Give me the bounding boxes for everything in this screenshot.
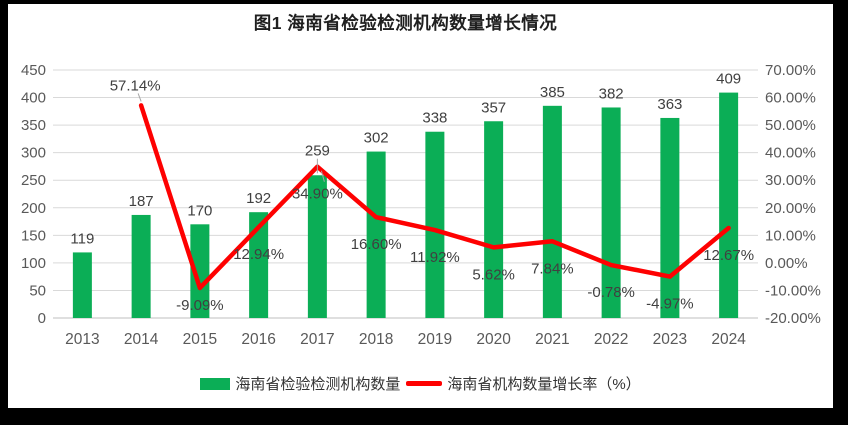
growth-rate-line [138, 103, 731, 291]
chart-legend: 海南省检验检测机构数量 海南省机构数量增长率（%） [8, 373, 833, 394]
rate-label: 7.84% [531, 260, 574, 277]
x-axis-label: 2016 [241, 331, 275, 348]
rate-label: 34.90% [292, 186, 343, 203]
left-axis-tick: 100 [21, 255, 46, 272]
bar-2024 [719, 92, 739, 319]
rate-label: 11.92% [410, 249, 460, 266]
rate-label: -4.97% [646, 296, 694, 313]
rate-label: 12.94% [233, 246, 284, 263]
right-axis-tick: 10.00% [765, 227, 816, 244]
x-axis-label: 2019 [418, 331, 452, 348]
right-axis-tick: -20.00% [765, 310, 821, 327]
right-axis-tick: -10.00% [765, 282, 821, 299]
left-axis-tick: 450 [21, 62, 46, 79]
left-axis-tick: 250 [21, 172, 46, 189]
left-axis-tick: 350 [21, 117, 46, 134]
line-series-label: 海南省机构数量增长率（%） [447, 376, 641, 393]
bar-value-label: 357 [481, 99, 506, 116]
x-axis-label: 2020 [476, 331, 511, 348]
bar-value-label: 187 [129, 193, 154, 210]
bar-value-label: 259 [305, 143, 330, 160]
bar-value-label: 119 [70, 230, 94, 247]
label-leader-line [320, 170, 325, 182]
bar-2018 [366, 151, 386, 318]
bar-2020 [484, 121, 504, 319]
bar-value-label: 338 [422, 110, 447, 127]
bar-value-label: 385 [540, 84, 565, 101]
x-axis-label: 2013 [65, 331, 99, 348]
bar-value-label: 382 [599, 85, 624, 102]
x-axis-label: 2018 [359, 331, 393, 348]
left-axis-tick: 400 [21, 90, 46, 107]
x-axis-label: 2015 [183, 331, 217, 348]
x-axis-label: 2014 [124, 331, 159, 348]
chart-panel: 图1 海南省检验检测机构数量增长情况 450 70.00% 400 60.00% 350… [8, 4, 833, 408]
bar-value-label: 302 [364, 130, 389, 147]
bar-value-label: 170 [187, 202, 212, 219]
left-axis-tick: 300 [21, 145, 46, 162]
rate-label: 12.67% [703, 247, 754, 264]
x-axis-label: 2024 [711, 331, 746, 348]
chart-title: 图1 海南省检验检测机构数量增长情况 [253, 13, 558, 33]
bar-2017 [307, 175, 327, 318]
right-axis-tick: 70.00% [765, 62, 816, 79]
bar-2015 [190, 224, 210, 318]
left-axis-tick: 200 [21, 200, 46, 217]
combo-chart: 450 70.00% 400 60.00% 350 50.00% 300 40.00% 250 3… [21, 62, 821, 348]
bar-2023 [660, 117, 680, 319]
x-axis-label: 2022 [594, 331, 628, 348]
right-axis-tick: 60.00% [765, 90, 816, 107]
x-axis-label: 2023 [653, 331, 687, 348]
bar-2013 [72, 252, 92, 318]
bar-2014 [131, 214, 151, 318]
bar-2021 [542, 105, 562, 318]
bar-2019 [425, 131, 445, 318]
x-axis-label: 2017 [300, 331, 334, 348]
rate-label: 57.14% [110, 77, 161, 94]
rate-label: 5.62% [472, 266, 515, 283]
rate-label: 16.60% [351, 236, 402, 253]
bar-value-label: 363 [657, 96, 682, 113]
x-axis-label: 2021 [535, 331, 569, 348]
right-axis-tick: 50.00% [765, 117, 816, 134]
bar-series-label: 海南省检验检测机构数量 [235, 376, 401, 393]
line-series-swatch [406, 381, 443, 386]
left-axis-tick: 0 [38, 310, 46, 327]
left-axis-tick: 50 [29, 282, 46, 299]
right-axis-tick: 40.00% [765, 145, 816, 162]
rate-label: -0.78% [587, 284, 635, 301]
bar-2016 [249, 212, 269, 318]
bar-value-label: 409 [716, 71, 741, 88]
left-axis-tick: 150 [21, 227, 46, 244]
legend-item-bars: 海南省检验检测机构数量 [200, 373, 400, 394]
bar-series-swatch [200, 377, 231, 390]
label-leader-line [137, 93, 142, 102]
right-axis-tick: 30.00% [765, 172, 816, 189]
bar-value-label: 192 [246, 190, 271, 207]
right-axis-tick: 0.00% [765, 255, 808, 272]
rate-label: -9.09% [176, 297, 224, 314]
right-axis-tick: 20.00% [765, 200, 816, 217]
legend-item-line: 海南省机构数量增长率（%） [406, 373, 641, 394]
